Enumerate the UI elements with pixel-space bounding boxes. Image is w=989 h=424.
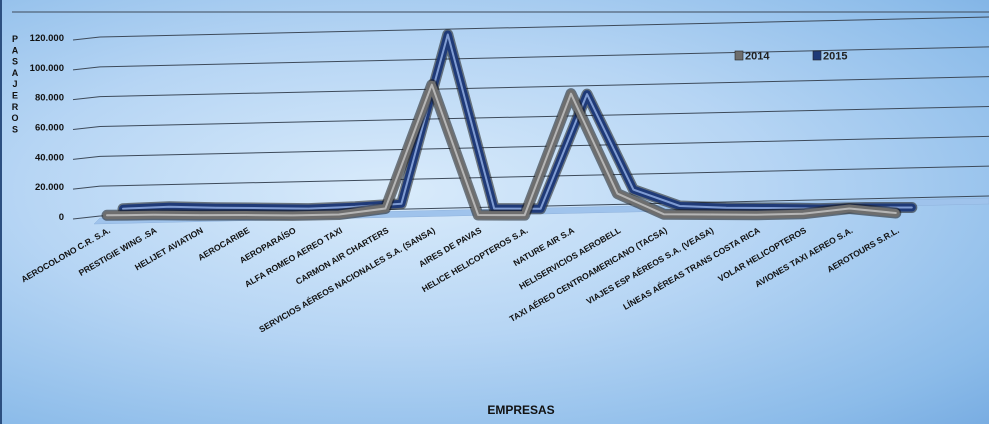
series-line-2014 <box>103 80 900 220</box>
gridline-wall <box>72 185 101 190</box>
y-axis-label-letter: J <box>12 79 17 89</box>
series-highlight-2015 <box>122 33 913 210</box>
y-tick-label: 0 <box>59 212 64 223</box>
y-axis-label-letter: S <box>12 57 18 67</box>
x-axis-label: EMPRESAS <box>487 403 554 417</box>
gridline <box>99 16 989 38</box>
legend-label-2014: 2014 <box>745 51 770 63</box>
y-tick-label: 20.000 <box>35 182 64 193</box>
gridline <box>99 76 989 98</box>
gridline <box>99 46 989 68</box>
y-axis-label-letter: R <box>12 102 19 112</box>
legend-swatch-2015 <box>812 50 822 61</box>
gridline-wall <box>72 126 101 130</box>
gridline-wall <box>72 96 101 101</box>
y-tick-label: 40.000 <box>35 152 64 163</box>
y-axis-label-letter: P <box>12 34 18 44</box>
gridline-wall <box>72 215 101 220</box>
gridline <box>99 135 989 157</box>
y-axis-label-letter: O <box>11 113 18 123</box>
y-axis-label-letter: A <box>12 45 19 55</box>
series-highlight-2014 <box>106 83 897 217</box>
x-tick-label: AEROCOLONO C.R. S.A. <box>19 225 112 284</box>
y-tick-label: 100.000 <box>30 63 64 74</box>
series-shadow-2014 <box>101 79 902 221</box>
y-axis-label-letter: A <box>12 68 19 78</box>
x-tick-label: PRESTIGIE WING .SA <box>77 225 159 278</box>
gridline-wall <box>72 66 101 71</box>
y-tick-label: 120.000 <box>30 33 64 44</box>
y-tick-label: 80.000 <box>35 93 64 104</box>
y-tick-label: 60.000 <box>35 123 64 134</box>
y-axis-label-letter: S <box>12 124 18 134</box>
gridline-wall <box>72 155 101 160</box>
gridline <box>99 106 989 127</box>
gridline-wall <box>72 36 101 41</box>
legend-swatch-2014 <box>734 50 744 61</box>
legend-label-2015: 2015 <box>823 51 847 63</box>
y-axis-label-letter: E <box>12 91 18 101</box>
